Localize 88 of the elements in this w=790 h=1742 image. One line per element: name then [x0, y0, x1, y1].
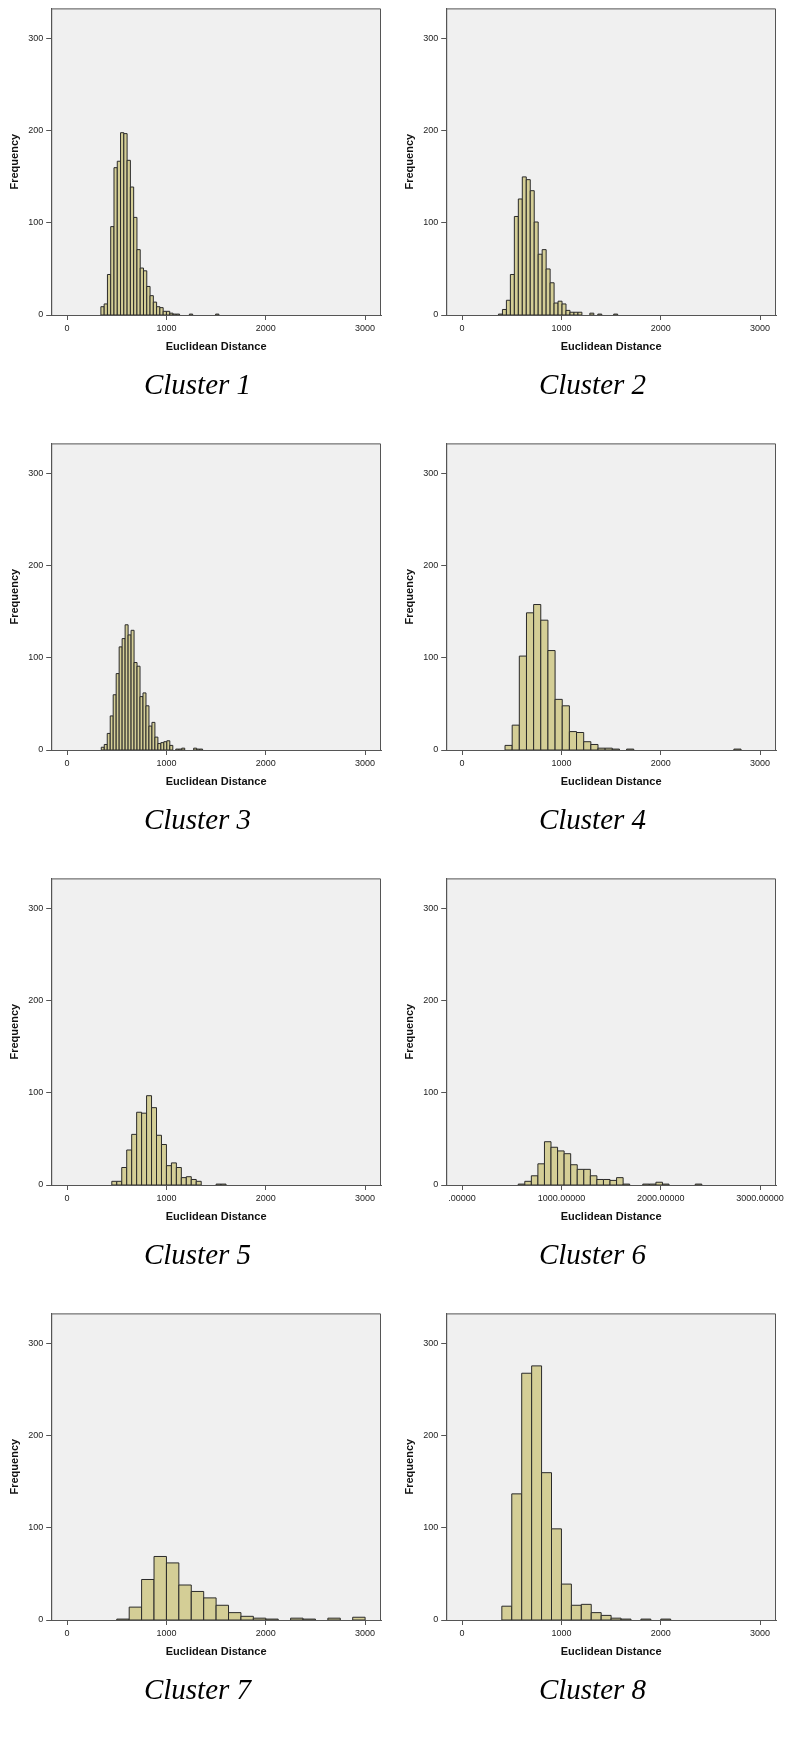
x-tick-label: 3000 [355, 757, 376, 768]
x-tick-label: 2000 [650, 757, 671, 768]
y-tick-label: 100 [28, 1522, 44, 1533]
text: Cluster 3 [142, 803, 253, 836]
x-tick-label: 2000 [255, 1627, 276, 1638]
y-tick-label: 200 [423, 560, 439, 571]
text: Cluster 7 [142, 1673, 253, 1706]
x-tick-label: 1000 [551, 1627, 572, 1638]
x-tick-label: 1000 [156, 322, 177, 333]
x-tick-label: 2000 [650, 1627, 671, 1638]
y-tick-label: 100 [28, 217, 44, 228]
y-tick-label: 300 [423, 903, 439, 914]
y-axis-title: Frequency [402, 133, 415, 190]
x-tick-label: 3000 [355, 1627, 376, 1638]
x-axis-title: Euclidean Distance [560, 340, 662, 353]
y-tick-label: 0 [38, 1614, 44, 1625]
x-tick-label: 1000 [156, 1627, 177, 1638]
y-axis-title: Frequency [402, 1438, 415, 1495]
x-tick-label: 3000 [750, 757, 771, 768]
y-axis-title: Frequency [7, 568, 20, 625]
x-axis-title: Euclidean Distance [560, 1210, 662, 1223]
y-axis-title: Frequency [7, 133, 20, 190]
y-tick-label: 300 [423, 468, 439, 479]
x-tick-label: 1000 [551, 757, 572, 768]
x-axis-title: Euclidean Distance [165, 1645, 267, 1658]
y-tick-label: 300 [28, 1338, 44, 1349]
y-tick-label: 300 [423, 33, 439, 44]
y-tick-label: 100 [28, 652, 44, 663]
y-tick-label: 300 [28, 468, 44, 479]
y-tick-label: 200 [423, 1430, 439, 1441]
y-tick-label: 200 [28, 560, 44, 571]
y-axis-title: Frequency [7, 1003, 20, 1060]
y-axis-title: Frequency [7, 1438, 20, 1495]
x-tick-label: .00000 [448, 1192, 476, 1203]
y-tick-label: 300 [423, 1338, 439, 1349]
y-tick-label: 100 [423, 652, 439, 663]
x-axis-title: Euclidean Distance [560, 1645, 662, 1658]
x-axis-title: Euclidean Distance [165, 775, 267, 788]
x-axis-title: Euclidean Distance [560, 775, 662, 788]
y-tick-label: 100 [423, 1522, 439, 1533]
x-tick-label: 1000.00000 [537, 1192, 586, 1203]
y-tick-label: 100 [28, 1087, 44, 1098]
y-tick-label: 0 [433, 1614, 439, 1625]
x-tick-label: 0 [64, 322, 70, 333]
x-tick-label: 0 [64, 757, 70, 768]
y-tick-label: 200 [28, 995, 44, 1006]
y-tick-label: 200 [423, 995, 439, 1006]
x-tick-label: 0 [459, 757, 465, 768]
text: Cluster 6 [537, 1238, 648, 1271]
x-tick-label: 3000 [750, 1627, 771, 1638]
x-tick-label: 2000 [650, 322, 671, 333]
x-tick-label: 0 [64, 1627, 70, 1638]
y-tick-label: 0 [38, 1179, 44, 1190]
y-tick-label: 0 [38, 744, 44, 755]
y-tick-label: 0 [433, 309, 439, 320]
x-tick-label: 0 [459, 322, 465, 333]
x-tick-label: 3000 [355, 322, 376, 333]
y-tick-label: 200 [28, 1430, 44, 1441]
y-tick-label: 300 [28, 33, 44, 44]
x-axis-title: Euclidean Distance [165, 340, 267, 353]
text: Cluster 8 [537, 1673, 648, 1706]
x-tick-label: 1000 [156, 1192, 177, 1203]
x-tick-label: 2000 [255, 322, 276, 333]
y-axis-title: Frequency [402, 1003, 415, 1060]
x-tick-label: 3000 [355, 1192, 376, 1203]
x-tick-label: 2000 [255, 1192, 276, 1203]
y-tick-label: 100 [423, 1087, 439, 1098]
x-tick-label: 2000.00000 [636, 1192, 685, 1203]
text: Cluster 1 [142, 368, 253, 401]
y-tick-label: 200 [28, 125, 44, 136]
text: Cluster 2 [537, 368, 648, 401]
text: Cluster 4 [537, 803, 648, 836]
text: Cluster 5 [142, 1238, 253, 1271]
x-tick-label: 2000 [255, 757, 276, 768]
y-tick-label: 300 [28, 903, 44, 914]
x-tick-label: 0 [459, 1627, 465, 1638]
y-tick-label: 0 [38, 309, 44, 320]
x-axis-title: Euclidean Distance [165, 1210, 267, 1223]
x-tick-label: 3000 [750, 322, 771, 333]
y-tick-label: 100 [423, 217, 439, 228]
y-tick-label: 200 [423, 125, 439, 136]
y-tick-label: 0 [433, 744, 439, 755]
x-tick-label: 1000 [156, 757, 177, 768]
y-axis-title: Frequency [402, 568, 415, 625]
x-tick-label: 1000 [551, 322, 572, 333]
x-tick-label: 0 [64, 1192, 70, 1203]
y-tick-label: 0 [433, 1179, 439, 1190]
x-tick-label: 3000.00000 [736, 1192, 784, 1203]
